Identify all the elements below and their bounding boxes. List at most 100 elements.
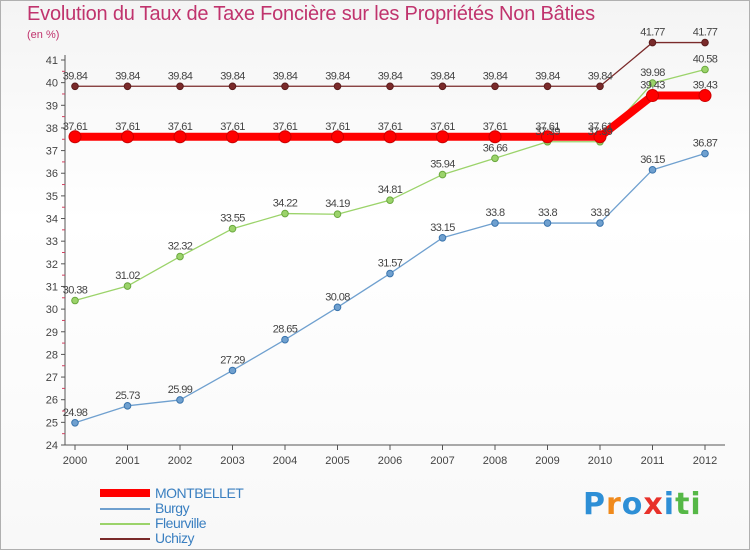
y-tick-label: 27 <box>46 372 58 384</box>
data-point-uchizy <box>648 38 657 47</box>
data-label-fleurville: 30.38 <box>63 285 88 297</box>
y-tick-label: 40 <box>46 78 58 90</box>
y-tick-label: 35 <box>46 191 58 203</box>
y-tick-label: 38 <box>46 123 58 135</box>
x-tick-label: 2004 <box>273 455 297 467</box>
data-label-fleurville: 35.94 <box>430 159 455 171</box>
data-label-uchizy: 39.84 <box>588 70 613 82</box>
brand-letter: t <box>675 487 691 522</box>
y-tick-label: 36 <box>46 168 58 180</box>
legend-swatch <box>100 489 150 497</box>
data-label-uchizy: 39.84 <box>535 70 560 82</box>
data-point-fleurville <box>281 209 289 218</box>
y-tick-label: 37 <box>46 146 58 158</box>
data-point-uchizy <box>281 82 289 91</box>
data-point-burgy <box>228 366 237 375</box>
data-point-montbellet <box>436 130 449 144</box>
data-point-uchizy <box>71 82 79 91</box>
data-label-montbellet: 37.61 <box>168 121 193 133</box>
data-point-montbellet <box>383 130 397 144</box>
data-label-montbellet: 39.43 <box>640 80 665 92</box>
y-tick-label: 33 <box>46 236 58 248</box>
data-point-montbellet <box>488 130 502 144</box>
data-label-uchizy: 39.84 <box>483 70 508 82</box>
data-point-uchizy <box>228 82 237 91</box>
data-point-burgy <box>71 419 79 427</box>
x-tick-label: 2011 <box>641 455 665 467</box>
x-tick-label: 2009 <box>535 455 559 467</box>
x-tick-label: 2003 <box>220 455 244 467</box>
data-label-fleurville: 39.98 <box>640 67 665 79</box>
data-label-burgy: 33.15 <box>430 222 455 234</box>
data-label-burgy: 31.57 <box>378 258 403 270</box>
y-tick-label: 26 <box>46 395 58 407</box>
data-label-fleurville: 34.19 <box>325 198 350 210</box>
y-tick-label: 24 <box>46 440 58 452</box>
data-label-uchizy: 41.77 <box>640 27 665 39</box>
x-tick-label: 2005 <box>325 455 349 467</box>
x-tick-label: 2001 <box>115 455 139 467</box>
data-label-fleurville: 31.02 <box>115 270 140 282</box>
data-label-uchizy: 39.84 <box>325 70 350 82</box>
data-label-montbellet: 37.61 <box>63 121 88 133</box>
y-tick-label: 31 <box>46 281 58 293</box>
x-tick-label: 2010 <box>588 455 612 467</box>
data-label-uchizy: 39.84 <box>273 70 298 82</box>
data-point-montbellet <box>173 130 187 144</box>
legend-label: Burgy <box>155 500 190 516</box>
y-tick-label: 41 <box>46 55 58 67</box>
data-label-fleurville: 37.39 <box>535 126 560 138</box>
data-label-montbellet: 39.43 <box>693 80 718 92</box>
legend-label: Uchizy <box>155 530 195 546</box>
data-label-burgy: 30.08 <box>325 291 350 303</box>
data-point-uchizy <box>596 82 604 91</box>
data-point-uchizy <box>333 82 342 91</box>
legend-item-fleurville: Fleurville <box>100 516 360 531</box>
data-point-uchizy <box>123 82 132 91</box>
y-tick-label: 29 <box>46 327 58 339</box>
y-tick-label: 32 <box>46 259 58 271</box>
x-tick-label: 2006 <box>378 455 402 467</box>
data-point-montbellet <box>278 130 292 144</box>
data-point-burgy <box>543 219 552 227</box>
legend-swatch <box>100 538 150 540</box>
data-label-burgy: 25.99 <box>168 384 193 396</box>
data-label-montbellet: 37.61 <box>430 121 455 133</box>
data-label-uchizy: 39.84 <box>168 70 193 82</box>
data-label-uchizy: 39.84 <box>220 70 245 82</box>
x-tick-label: 2000 <box>63 455 87 467</box>
data-point-fleurville <box>123 282 132 290</box>
y-axis-unit-label: (en %) <box>27 29 60 41</box>
data-point-montbellet <box>121 130 134 144</box>
data-point-burgy <box>281 335 289 344</box>
brand-logo: Proxiti <box>583 487 702 522</box>
brand-letter: i <box>663 487 676 522</box>
data-label-montbellet: 37.61 <box>378 121 403 133</box>
data-point-fleurville <box>648 79 657 87</box>
data-label-burgy: 27.29 <box>220 354 245 366</box>
data-point-fleurville <box>386 196 394 204</box>
data-label-burgy: 24.98 <box>63 407 88 419</box>
data-point-montbellet <box>593 130 607 144</box>
data-point-burgy <box>648 166 657 174</box>
y-tick-label: 30 <box>46 304 58 316</box>
chart-title: Evolution du Taux de Taxe Foncière sur l… <box>27 3 595 25</box>
data-point-fleurville <box>71 296 79 305</box>
data-point-fleurville <box>491 154 499 163</box>
data-point-fleurville <box>438 170 447 179</box>
legend-swatch <box>100 523 150 525</box>
data-point-montbellet <box>226 130 239 144</box>
data-point-montbellet <box>68 130 82 144</box>
data-label-burgy: 25.73 <box>115 390 140 402</box>
data-label-burgy: 36.15 <box>640 154 665 166</box>
data-point-burgy <box>123 402 132 410</box>
data-point-montbellet <box>698 89 712 103</box>
legend-label: Fleurville <box>155 515 207 531</box>
data-label-uchizy: 39.84 <box>115 70 140 82</box>
data-label-uchizy: 39.84 <box>378 70 403 82</box>
data-label-montbellet: 37.61 <box>535 121 560 133</box>
y-tick-label: 39 <box>46 100 58 112</box>
data-label-burgy: 33.8 <box>538 207 557 219</box>
